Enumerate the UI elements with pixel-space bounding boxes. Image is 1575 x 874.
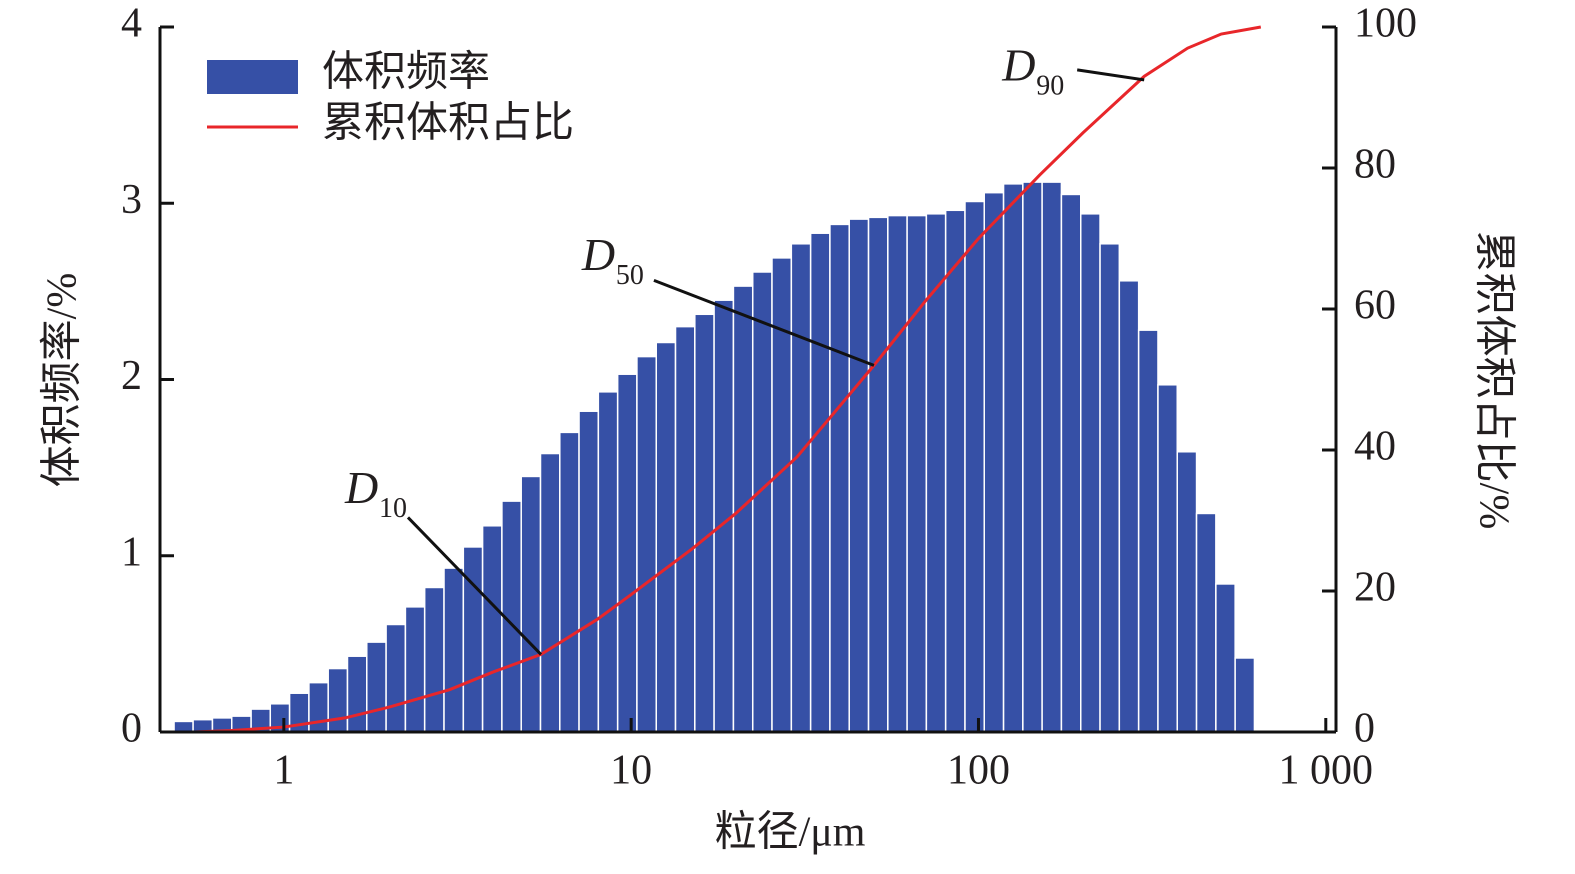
y2-axis-label: 累积体积占比/% xyxy=(1470,231,1516,530)
bar xyxy=(1215,583,1236,733)
bar xyxy=(1002,183,1024,733)
annotation-subscript: 90 xyxy=(1036,70,1064,101)
y2-tick-label: 20 xyxy=(1354,565,1396,611)
y-tick-label: 2 xyxy=(121,353,142,399)
bar xyxy=(655,341,677,733)
y2-tick-label: 40 xyxy=(1354,424,1396,470)
annotation-subscript: 50 xyxy=(616,260,644,291)
bar xyxy=(308,681,329,733)
bar xyxy=(636,355,657,733)
x-tick-label: 1 xyxy=(273,748,294,794)
bar xyxy=(809,232,831,733)
y-tick-label: 1 xyxy=(121,529,142,575)
y-tick-label: 3 xyxy=(121,177,142,223)
y-axis-label: 体积频率/% xyxy=(39,273,86,488)
bar xyxy=(520,475,542,733)
legend-swatch xyxy=(207,60,298,94)
bar xyxy=(327,667,349,733)
bar xyxy=(559,431,580,733)
y2-tick-label: 100 xyxy=(1354,1,1417,47)
bar xyxy=(173,720,194,733)
bar xyxy=(578,410,600,733)
annotation-pointer xyxy=(406,516,543,656)
cumulative-line xyxy=(193,25,1262,734)
bar xyxy=(443,567,465,733)
bar xyxy=(1022,181,1043,733)
bar xyxy=(1099,243,1121,733)
bar xyxy=(1041,181,1063,733)
bar xyxy=(1157,384,1178,733)
annotation-pointer xyxy=(653,279,875,367)
bar xyxy=(1079,213,1101,733)
y2-tick-label: 60 xyxy=(1354,283,1396,329)
annotation-label: D xyxy=(581,229,615,280)
bar xyxy=(906,214,928,733)
bar xyxy=(829,223,850,733)
x-tick-label: 10 xyxy=(610,748,652,794)
bar xyxy=(887,214,908,733)
bar xyxy=(751,271,773,733)
bar xyxy=(1195,512,1217,733)
bar xyxy=(404,606,426,733)
bar xyxy=(925,213,947,733)
bar xyxy=(867,216,889,733)
bar xyxy=(1176,451,1198,733)
bar xyxy=(385,623,407,733)
annotation-label: D xyxy=(1001,39,1035,90)
bar xyxy=(366,641,387,733)
bar xyxy=(346,655,368,733)
bar xyxy=(616,373,638,733)
bar xyxy=(790,243,812,733)
annotation-label: D xyxy=(344,462,378,513)
bar xyxy=(1137,329,1159,733)
y-tick-label: 4 xyxy=(121,1,142,47)
legend-label: 体积频率 xyxy=(322,49,490,96)
annotation-pointer xyxy=(1076,68,1145,82)
bar xyxy=(423,586,445,733)
y2-tick-label: 80 xyxy=(1354,142,1396,188)
bar xyxy=(481,525,503,733)
bar xyxy=(462,546,484,733)
y2-tick-label: 0 xyxy=(1354,706,1375,752)
bar xyxy=(539,452,561,733)
bar xyxy=(848,218,870,733)
x-axis-label: 粒径/μm xyxy=(715,810,866,856)
bar xyxy=(674,325,696,733)
bar xyxy=(944,209,966,733)
annotation-subscript: 10 xyxy=(379,493,407,524)
bar xyxy=(694,313,715,733)
x-tick-label: 100 xyxy=(947,748,1010,794)
bar xyxy=(732,285,754,733)
bar xyxy=(597,391,619,733)
legend-label: 累积体积占比 xyxy=(322,101,574,147)
bar xyxy=(983,191,1005,733)
y-tick-label: 0 xyxy=(121,706,142,752)
bar xyxy=(1060,193,1082,733)
bar xyxy=(1118,280,1140,733)
bar xyxy=(1234,657,1256,733)
x-tick-label: 1 000 xyxy=(1279,748,1374,794)
bar xyxy=(964,200,985,733)
